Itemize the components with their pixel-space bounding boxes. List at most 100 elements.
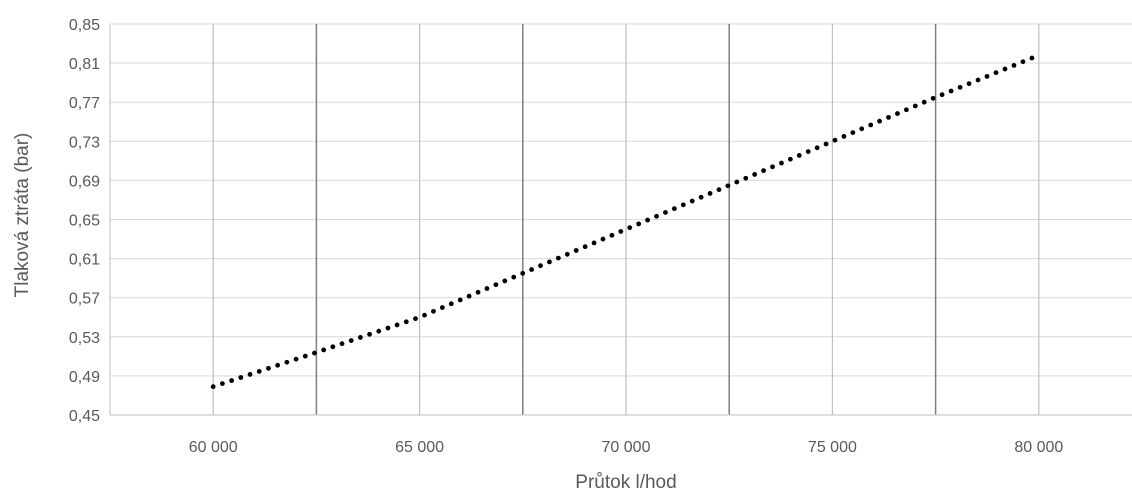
series-dot xyxy=(591,240,597,246)
series-dot xyxy=(284,359,290,365)
x-tick-label: 65 000 xyxy=(395,439,444,456)
series-dot xyxy=(1020,59,1026,65)
series-dot xyxy=(698,194,704,200)
series-dot xyxy=(229,378,235,383)
series-dot xyxy=(814,145,820,151)
series-dot xyxy=(930,95,936,101)
y-tick-label: 0,73 xyxy=(69,134,100,151)
series-dot xyxy=(859,126,865,132)
y-tick-label: 0,45 xyxy=(69,408,100,425)
series-dot xyxy=(475,289,481,295)
y-tick-label: 0,49 xyxy=(69,369,100,386)
x-tick-label: 75 000 xyxy=(808,439,857,456)
y-tick-label: 0,85 xyxy=(69,17,100,34)
series-dot xyxy=(321,347,327,353)
y-tick-label: 0,69 xyxy=(69,173,100,190)
series-dot xyxy=(1029,55,1035,61)
series-dot xyxy=(948,88,954,94)
series-dot xyxy=(716,187,722,193)
series-dot xyxy=(573,248,579,253)
y-axis-title: Tlaková ztráta (bar) xyxy=(12,133,33,298)
series-dot xyxy=(877,118,882,124)
series-dot xyxy=(850,130,856,135)
y-tick-label: 0,77 xyxy=(69,95,100,112)
series-dot xyxy=(993,70,999,76)
data-series xyxy=(210,55,1035,390)
series-dot xyxy=(707,191,713,196)
series-dot xyxy=(367,331,372,337)
series-dot xyxy=(841,133,847,139)
series-dot xyxy=(618,229,624,234)
series-dot xyxy=(394,322,400,328)
y-tick-label: 0,53 xyxy=(69,330,100,347)
series-dot xyxy=(448,301,454,307)
series-dot xyxy=(302,353,308,359)
series-dot xyxy=(266,365,271,371)
series-dot xyxy=(1002,66,1008,72)
series-dot xyxy=(220,381,225,387)
series-dot xyxy=(912,103,918,109)
series-dot xyxy=(547,259,552,265)
series-dot xyxy=(600,236,606,242)
series-dot xyxy=(868,122,874,128)
y-tick-label: 0,65 xyxy=(69,213,100,230)
series-dot xyxy=(903,107,909,113)
series-dot xyxy=(939,92,945,98)
series-dot xyxy=(752,172,758,177)
series-dot xyxy=(787,156,793,162)
y-tick-labels: 0,45 0,49 0,53 0,57 0,61 0,65 0,69 0,73 0,77 0,81… xyxy=(69,17,100,425)
series-dot xyxy=(743,175,749,181)
series-dot xyxy=(689,198,695,204)
series-dot xyxy=(457,297,463,303)
series-dot xyxy=(511,274,517,280)
series-dot xyxy=(439,305,445,310)
series-dot xyxy=(796,153,802,158)
series-dot xyxy=(779,160,784,166)
series-dot xyxy=(330,344,336,350)
series-dot xyxy=(484,286,490,291)
series-dot xyxy=(823,141,829,147)
x-tick-label: 60 000 xyxy=(189,439,238,456)
series-dot xyxy=(1011,62,1017,68)
y-tick-label: 0,61 xyxy=(69,252,100,269)
series-dot xyxy=(247,372,253,377)
series-dot xyxy=(357,335,363,340)
x-tick-labels: 60 000 65 000 70 000 75 000 80 000 xyxy=(189,439,1064,456)
series-dot xyxy=(734,179,740,185)
series-dot xyxy=(256,368,262,374)
series-dot xyxy=(564,251,570,257)
series-dot xyxy=(761,168,766,174)
x-tick-label: 70 000 xyxy=(602,439,651,456)
series-dot xyxy=(654,213,659,219)
series-dot xyxy=(422,312,427,318)
y-tick-label: 0,57 xyxy=(69,291,100,308)
series-dot xyxy=(582,244,588,250)
series-dot xyxy=(886,114,891,120)
y-tick-label: 0,81 xyxy=(69,56,100,73)
series-dot xyxy=(609,232,615,238)
series-dot xyxy=(627,225,633,231)
series-dot xyxy=(725,183,731,189)
series-dot xyxy=(832,137,838,143)
series-dot xyxy=(339,341,345,347)
series-dot xyxy=(957,84,963,90)
series-dot xyxy=(413,316,418,322)
series-dot xyxy=(680,202,686,208)
series-dot xyxy=(966,81,972,87)
series-dot xyxy=(493,282,499,288)
series-dot xyxy=(671,206,677,212)
series-dot xyxy=(431,308,436,314)
series-dot xyxy=(555,255,561,261)
series-dot xyxy=(895,111,900,116)
series-dot xyxy=(921,99,927,105)
axes xyxy=(109,24,1132,416)
series-dot xyxy=(385,325,391,331)
series-dot xyxy=(466,293,472,299)
series-dot xyxy=(348,338,354,343)
series-dot xyxy=(529,267,534,272)
series-dot xyxy=(538,263,543,269)
series-dot xyxy=(984,73,990,79)
series-dot xyxy=(293,356,299,362)
series-dot xyxy=(645,217,650,223)
